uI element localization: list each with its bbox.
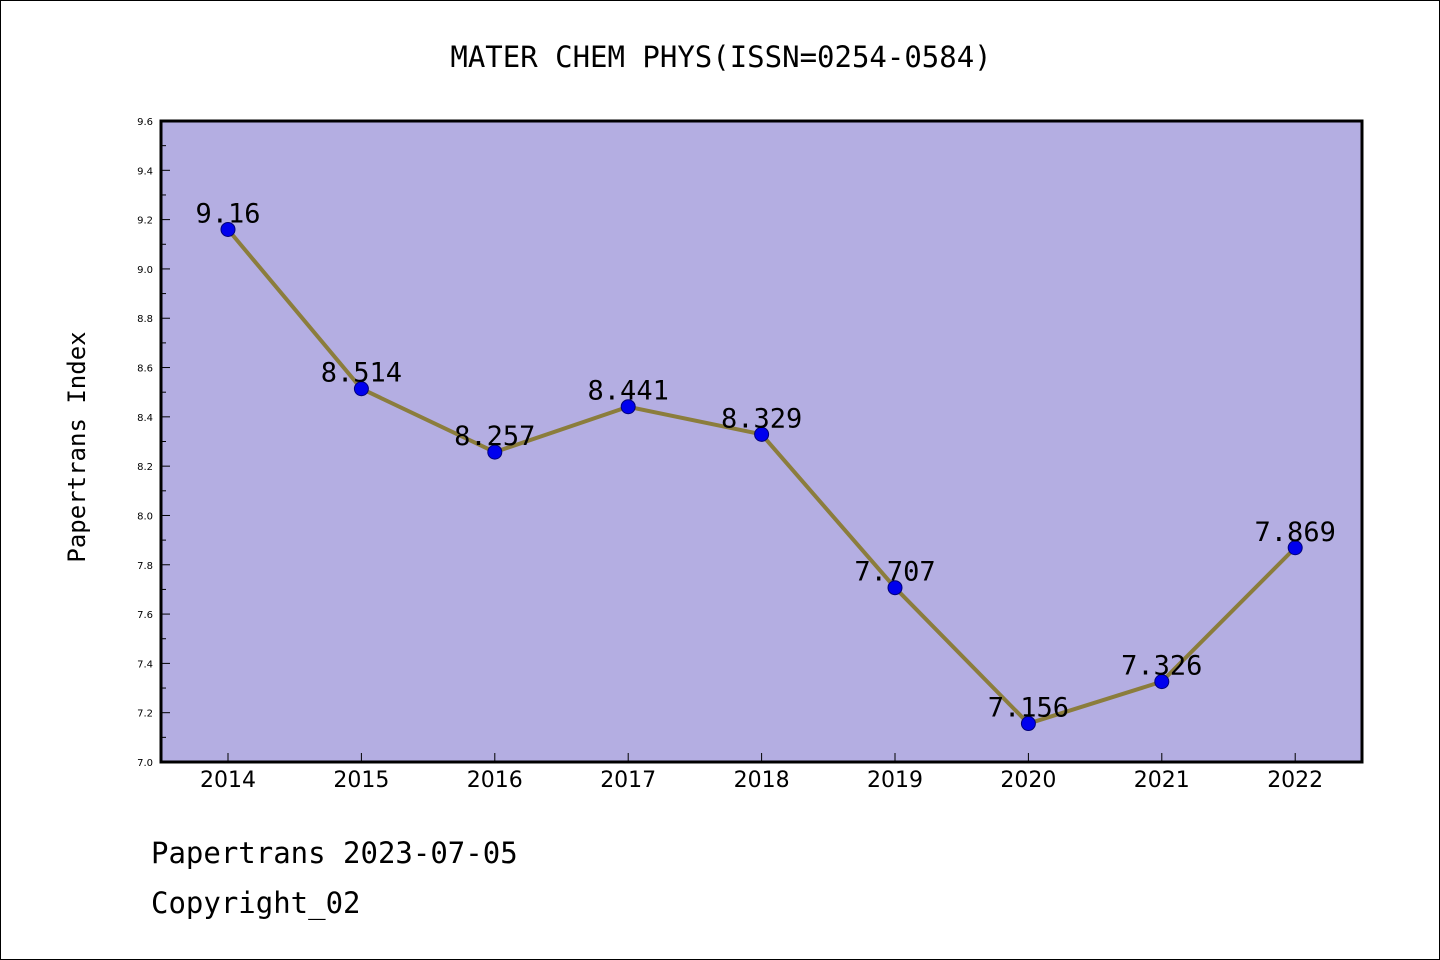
- x-tick-label: 2016: [467, 768, 523, 793]
- y-tick-label: 8.4: [137, 413, 153, 424]
- data-label: 8.329: [721, 403, 802, 434]
- data-label: 8.257: [454, 421, 535, 452]
- y-tick-label: 8.8: [137, 314, 153, 325]
- data-point: [1154, 674, 1170, 690]
- x-tick-label: 2014: [200, 768, 256, 793]
- series-layer: [220, 221, 1303, 732]
- y-tick-label: 8.2: [137, 462, 153, 473]
- y-axis: 7.0 7.2 7.4 7.6 7.8 8.0 8.2 8.4 8.6 8.8 9.0 9.2 9.4 9…: [137, 117, 170, 769]
- x-tick-label: 2020: [1000, 768, 1056, 793]
- data-label: 8.441: [588, 376, 669, 407]
- data-point: [887, 580, 903, 596]
- x-tick-label: 2018: [734, 768, 790, 793]
- data-label-layer: 9.16 8.514 8.257 8.441 8.329 7.707 7.156 7.326 7…: [195, 198, 1335, 723]
- y-tick-label: 8.6: [137, 364, 153, 375]
- x-tick-label: 2019: [867, 768, 923, 793]
- y-tick-label: 8.0: [137, 511, 153, 522]
- y-tick-label: 9.0: [137, 265, 153, 276]
- y-tick-label: 7.2: [137, 709, 153, 720]
- y-tick-label: 9.6: [137, 117, 153, 128]
- data-point: [353, 381, 369, 397]
- data-point: [1020, 716, 1036, 732]
- x-tick-label: 2021: [1134, 768, 1190, 793]
- data-label: 9.16: [195, 198, 260, 229]
- footer-date: Papertrans 2023-07-05: [151, 836, 518, 870]
- y-tick-label: 9.4: [137, 166, 153, 177]
- data-label: 7.869: [1255, 517, 1336, 548]
- chart-title: MATER CHEM PHYS(ISSN=0254-0584): [450, 40, 991, 74]
- x-axis: 2014 2015 2016 2017 2018 2019 2020 2021 2022: [200, 753, 1323, 793]
- data-point: [220, 221, 236, 237]
- y-tick-label: 7.8: [137, 561, 153, 572]
- data-label: 8.514: [321, 358, 402, 389]
- data-label: 7.326: [1121, 651, 1202, 682]
- data-point: [754, 426, 770, 442]
- data-label: 7.156: [988, 693, 1069, 724]
- y-axis-label: Papertrans Index: [63, 331, 91, 562]
- y-tick-label: 7.0: [137, 758, 153, 769]
- data-label: 7.707: [854, 557, 935, 588]
- x-tick-label: 2015: [333, 768, 389, 793]
- footer-copyright: Copyright_02: [151, 886, 361, 920]
- y-tick-label: 7.6: [137, 610, 153, 621]
- x-tick-label: 2017: [600, 768, 656, 793]
- x-tick-label: 2022: [1267, 768, 1323, 793]
- data-point: [1287, 540, 1303, 556]
- data-point: [620, 399, 636, 415]
- y-tick-label: 9.2: [137, 216, 153, 227]
- data-point: [487, 444, 503, 460]
- y-tick-label: 7.4: [137, 659, 153, 670]
